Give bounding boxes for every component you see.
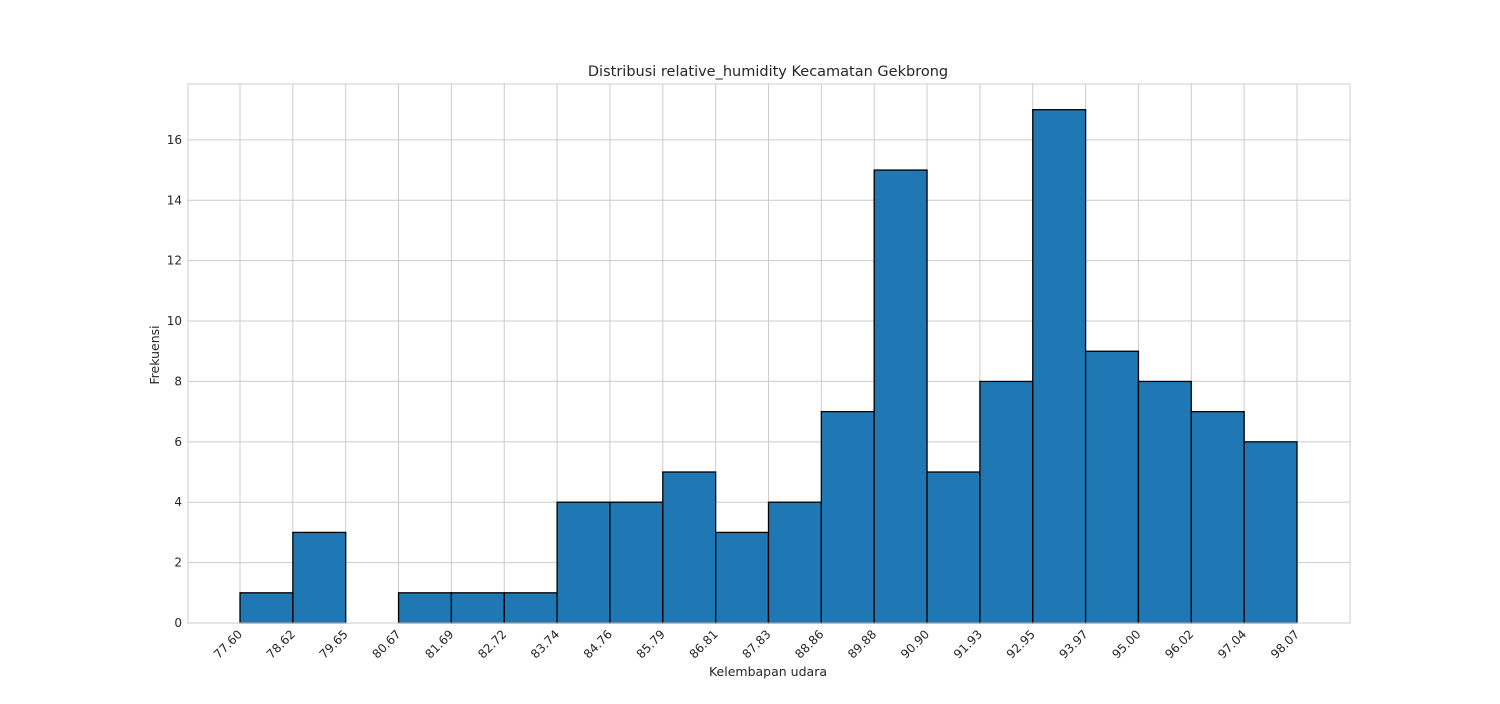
x-tick-label: 98.07 bbox=[1268, 627, 1302, 661]
histogram-bar bbox=[1243, 441, 1298, 624]
x-tick-label: 88.86 bbox=[792, 627, 826, 661]
histogram-bar bbox=[1032, 109, 1087, 624]
x-tick-label: 85.79 bbox=[634, 627, 668, 661]
x-tick-label: 86.81 bbox=[687, 627, 721, 661]
x-tick-label: 90.90 bbox=[898, 627, 932, 661]
x-tick-label: 97.04 bbox=[1215, 627, 1249, 661]
histogram-bar bbox=[1137, 380, 1192, 624]
histogram-bar bbox=[873, 169, 928, 624]
histogram-bar bbox=[979, 380, 1034, 624]
histogram-bar bbox=[609, 501, 664, 624]
x-tick-label: 78.62 bbox=[264, 627, 298, 661]
histogram-bar bbox=[450, 592, 505, 624]
histogram-bar bbox=[662, 471, 717, 624]
histogram-bar bbox=[820, 410, 875, 624]
y-axis-ticks: 0 2 4 6 8 10 12 14 16 bbox=[167, 133, 182, 630]
x-tick-label: 81.69 bbox=[422, 627, 456, 661]
histogram-bar bbox=[926, 471, 981, 624]
histogram-bar bbox=[397, 592, 453, 624]
x-tick-label: 83.74 bbox=[528, 627, 562, 661]
histogram-bar bbox=[503, 592, 558, 624]
y-tick-label: 4 bbox=[174, 495, 182, 509]
x-tick-label: 96.02 bbox=[1162, 627, 1196, 661]
x-tick-label: 77.60 bbox=[211, 627, 245, 661]
x-tick-label: 79.65 bbox=[317, 627, 351, 661]
histogram-bar bbox=[1190, 410, 1245, 624]
y-tick-label: 2 bbox=[174, 556, 182, 570]
y-tick-label: 0 bbox=[174, 616, 182, 630]
y-axis-label: Frekuensi bbox=[147, 325, 162, 384]
y-tick-label: 10 bbox=[167, 314, 182, 328]
x-tick-label: 82.72 bbox=[475, 627, 509, 661]
x-tick-label: 91.93 bbox=[951, 627, 985, 661]
x-tick-label: 89.88 bbox=[845, 627, 879, 661]
x-tick-label: 95.00 bbox=[1109, 627, 1143, 661]
histogram-bar bbox=[292, 531, 347, 624]
x-tick-label: 84.76 bbox=[581, 627, 615, 661]
y-tick-label: 8 bbox=[174, 374, 182, 388]
histogram-bar bbox=[767, 501, 822, 624]
y-tick-label: 14 bbox=[167, 193, 182, 207]
x-tick-label: 80.67 bbox=[369, 627, 403, 661]
y-tick-label: 16 bbox=[167, 133, 182, 147]
x-tick-label: 92.95 bbox=[1004, 627, 1038, 661]
histogram-bar bbox=[556, 501, 611, 624]
histogram-bar bbox=[715, 531, 770, 624]
y-tick-label: 6 bbox=[174, 435, 182, 449]
histogram-bar bbox=[1084, 350, 1140, 624]
chart-title: Distribusi relative_humidity Kecamatan G… bbox=[588, 64, 948, 80]
histogram-bars bbox=[239, 109, 1298, 624]
histogram-bar bbox=[239, 592, 294, 624]
x-axis-label: Kelembapan udara bbox=[709, 664, 827, 679]
x-axis-ticks: 77.60 78.62 79.65 80.67 81.69 82.72 83.74 84.76… bbox=[211, 627, 1302, 661]
plot-frame bbox=[187, 83, 1351, 624]
x-tick-label: 93.97 bbox=[1057, 627, 1091, 661]
x-tick-label: 87.83 bbox=[739, 627, 773, 661]
y-tick-label: 12 bbox=[167, 254, 182, 268]
